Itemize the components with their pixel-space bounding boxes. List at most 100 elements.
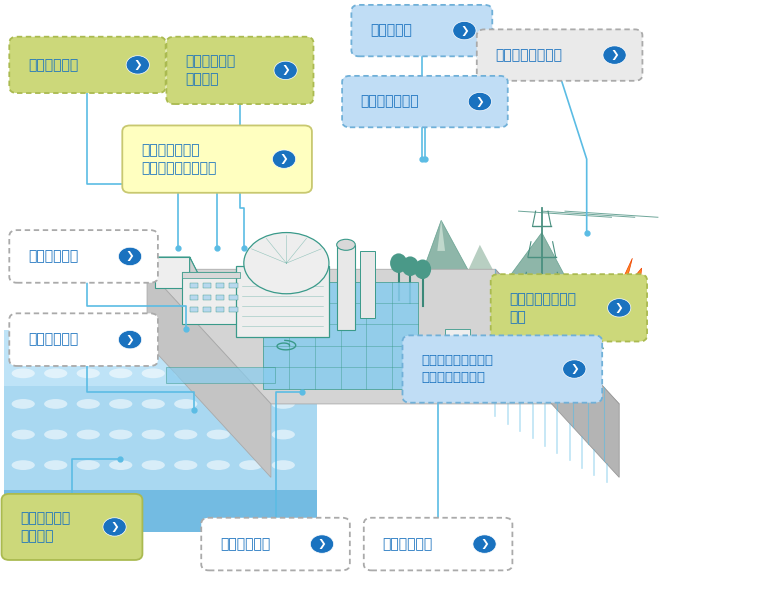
Text: 緊急時対策所: 緊急時対策所 [28, 58, 78, 72]
Ellipse shape [77, 460, 100, 470]
Text: ❯: ❯ [281, 65, 290, 75]
Ellipse shape [12, 460, 35, 470]
FancyBboxPatch shape [9, 313, 158, 366]
Ellipse shape [77, 368, 100, 378]
Polygon shape [147, 269, 619, 404]
FancyBboxPatch shape [2, 494, 142, 560]
FancyBboxPatch shape [9, 37, 166, 93]
Text: ❯: ❯ [279, 154, 289, 164]
Text: 電源の強化: 電源の強化 [370, 24, 412, 37]
Text: ❯: ❯ [570, 364, 579, 374]
Ellipse shape [174, 368, 197, 378]
Ellipse shape [77, 430, 100, 439]
Circle shape [473, 535, 496, 553]
Bar [203, 283, 211, 288]
Ellipse shape [174, 399, 197, 409]
Ellipse shape [390, 253, 407, 273]
Ellipse shape [272, 460, 295, 470]
Circle shape [608, 299, 631, 317]
Ellipse shape [272, 368, 295, 378]
Text: ❯: ❯ [615, 303, 624, 313]
Ellipse shape [44, 460, 67, 470]
Bar [229, 295, 238, 300]
Bar [203, 307, 211, 312]
Ellipse shape [12, 430, 35, 439]
FancyBboxPatch shape [342, 76, 508, 127]
Ellipse shape [207, 460, 230, 470]
Text: 外部火災への備え: 外部火災への備え [495, 48, 563, 62]
Ellipse shape [239, 430, 262, 439]
Polygon shape [4, 330, 317, 532]
Circle shape [563, 360, 586, 378]
FancyBboxPatch shape [9, 230, 158, 283]
Text: ❯: ❯ [460, 26, 469, 35]
Circle shape [453, 21, 476, 40]
Circle shape [468, 92, 491, 111]
Bar [190, 295, 198, 300]
Circle shape [126, 56, 149, 74]
Text: ❯: ❯ [110, 522, 119, 532]
Ellipse shape [207, 399, 230, 409]
Ellipse shape [414, 259, 431, 279]
Ellipse shape [207, 430, 230, 439]
FancyBboxPatch shape [122, 125, 312, 193]
Polygon shape [182, 272, 240, 278]
Ellipse shape [44, 399, 67, 409]
Ellipse shape [272, 399, 295, 409]
Bar [216, 307, 224, 312]
Ellipse shape [525, 321, 543, 342]
Bar [203, 295, 211, 300]
FancyBboxPatch shape [491, 274, 647, 341]
Bar [472, 338, 497, 349]
Text: 津波への備え: 津波への備え [28, 333, 78, 346]
Ellipse shape [239, 460, 262, 470]
Bar [229, 283, 238, 288]
Ellipse shape [142, 368, 165, 378]
Ellipse shape [244, 233, 329, 294]
Text: ❯: ❯ [133, 60, 142, 70]
Bar [229, 307, 238, 312]
Polygon shape [155, 257, 197, 272]
FancyBboxPatch shape [402, 335, 602, 403]
FancyBboxPatch shape [201, 518, 350, 570]
Ellipse shape [239, 399, 262, 409]
Polygon shape [4, 330, 317, 386]
Ellipse shape [109, 368, 132, 378]
Circle shape [272, 150, 296, 168]
Bar [360, 251, 375, 318]
Ellipse shape [174, 460, 197, 470]
Text: 竜巻への備え: 竜巻への備え [220, 537, 270, 551]
Text: アクセスルートの
確保: アクセスルートの 確保 [509, 292, 577, 324]
Circle shape [274, 61, 297, 80]
FancyBboxPatch shape [364, 518, 512, 570]
Circle shape [310, 535, 334, 553]
Text: 地震への備え: 地震への備え [382, 537, 433, 551]
FancyBboxPatch shape [477, 29, 642, 81]
Bar [216, 295, 224, 300]
Text: 冷却機能の強化: 冷却機能の強化 [361, 95, 420, 108]
Ellipse shape [44, 430, 67, 439]
Bar [190, 307, 198, 312]
Polygon shape [190, 257, 197, 303]
Polygon shape [608, 258, 642, 312]
Circle shape [103, 518, 126, 536]
Ellipse shape [239, 368, 262, 378]
Bar [495, 327, 517, 337]
Ellipse shape [505, 321, 524, 342]
Circle shape [118, 247, 142, 266]
Circle shape [118, 330, 142, 349]
Text: 放射性物質の
拡散抑制: 放射性物質の 拡散抑制 [20, 511, 70, 543]
Ellipse shape [12, 368, 35, 378]
Polygon shape [433, 245, 526, 346]
Polygon shape [147, 269, 271, 477]
Ellipse shape [142, 430, 165, 439]
Ellipse shape [12, 399, 35, 409]
Ellipse shape [142, 460, 165, 470]
Text: ❯: ❯ [480, 539, 489, 549]
Ellipse shape [174, 430, 197, 439]
Polygon shape [437, 220, 445, 251]
FancyBboxPatch shape [351, 5, 492, 56]
Text: テロや大規模な
自然災害等への備え: テロや大規模な 自然災害等への備え [141, 143, 216, 175]
Polygon shape [166, 367, 275, 382]
Polygon shape [4, 490, 317, 532]
